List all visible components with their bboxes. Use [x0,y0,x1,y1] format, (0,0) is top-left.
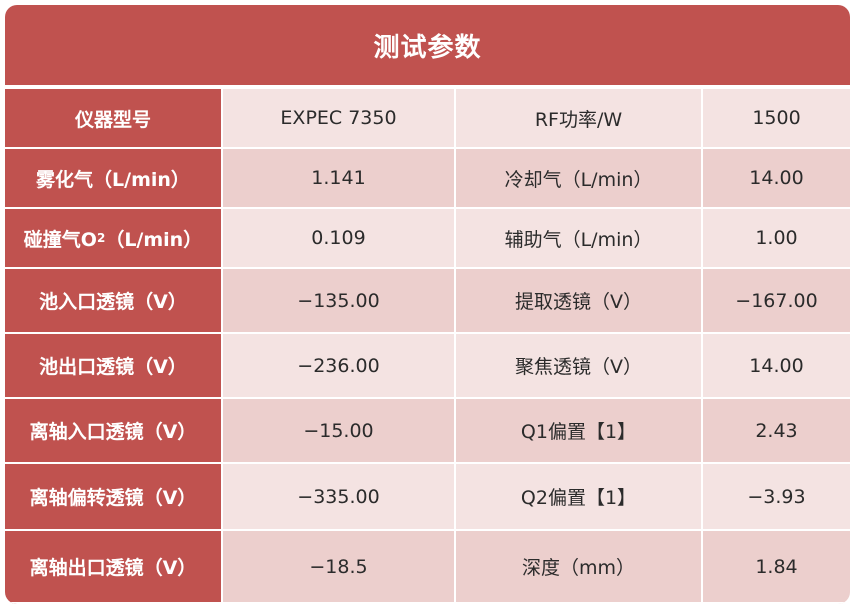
parameter-value: −15.00 [221,399,454,464]
parameter-label: 离轴偏转透镜（V） [5,464,221,531]
parameter-label-secondary: 提取透镜（V） [454,269,701,334]
parameter-value: −236.00 [221,334,454,399]
parameter-label-secondary: Q2偏置【1】 [454,464,701,531]
parameter-label-secondary: 深度（mm） [454,531,701,604]
parameter-value-secondary: 14.00 [701,334,850,399]
parameter-label-unit: （L/min） [105,228,203,251]
parameter-label: 碰撞气O 2 （L/min） [5,209,221,269]
parameter-label: 离轴出口透镜（V） [5,531,221,604]
parameter-label-secondary: 聚焦透镜（V） [454,334,701,399]
parameter-value-secondary: −167.00 [701,269,850,334]
parameter-value: 0.109 [221,209,454,269]
parameter-value: EXPEC 7350 [221,89,454,149]
parameter-value-secondary: 1.84 [701,531,850,604]
parameter-label-secondary: Q1偏置【1】 [454,399,701,464]
parameter-value-secondary: 2.43 [701,399,850,464]
parameter-value-secondary: 1.00 [701,209,850,269]
parameter-label-secondary: RF功率/W [454,89,701,149]
table-title-bar: 测试参数 [5,5,850,85]
parameters-grid: 仪器型号 EXPEC 7350 RF功率/W 1500 雾化气（L/min） 1… [5,89,850,604]
parameter-value: −335.00 [221,464,454,531]
parameter-value: −18.5 [221,531,454,604]
table-title: 测试参数 [373,32,482,63]
parameter-value-secondary: 14.00 [701,149,850,209]
parameter-label-secondary: 冷却气（L/min） [454,149,701,209]
parameter-label: 池入口透镜（V） [5,269,221,334]
parameter-label-secondary: 辅助气（L/min） [454,209,701,269]
parameter-value: −135.00 [221,269,454,334]
parameter-label: 离轴入口透镜（V） [5,399,221,464]
parameter-value-secondary: −3.93 [701,464,850,531]
parameter-label: 池出口透镜（V） [5,334,221,399]
parameters-table-card: 测试参数 仪器型号 EXPEC 7350 RF功率/W 1500 雾化气（L/m… [5,5,850,604]
parameter-label: 仪器型号 [5,89,221,149]
parameter-value-secondary: 1500 [701,89,850,149]
parameter-value: 1.141 [221,149,454,209]
parameter-label: 雾化气（L/min） [5,149,221,209]
parameter-label-main: 碰撞气O [23,228,97,251]
